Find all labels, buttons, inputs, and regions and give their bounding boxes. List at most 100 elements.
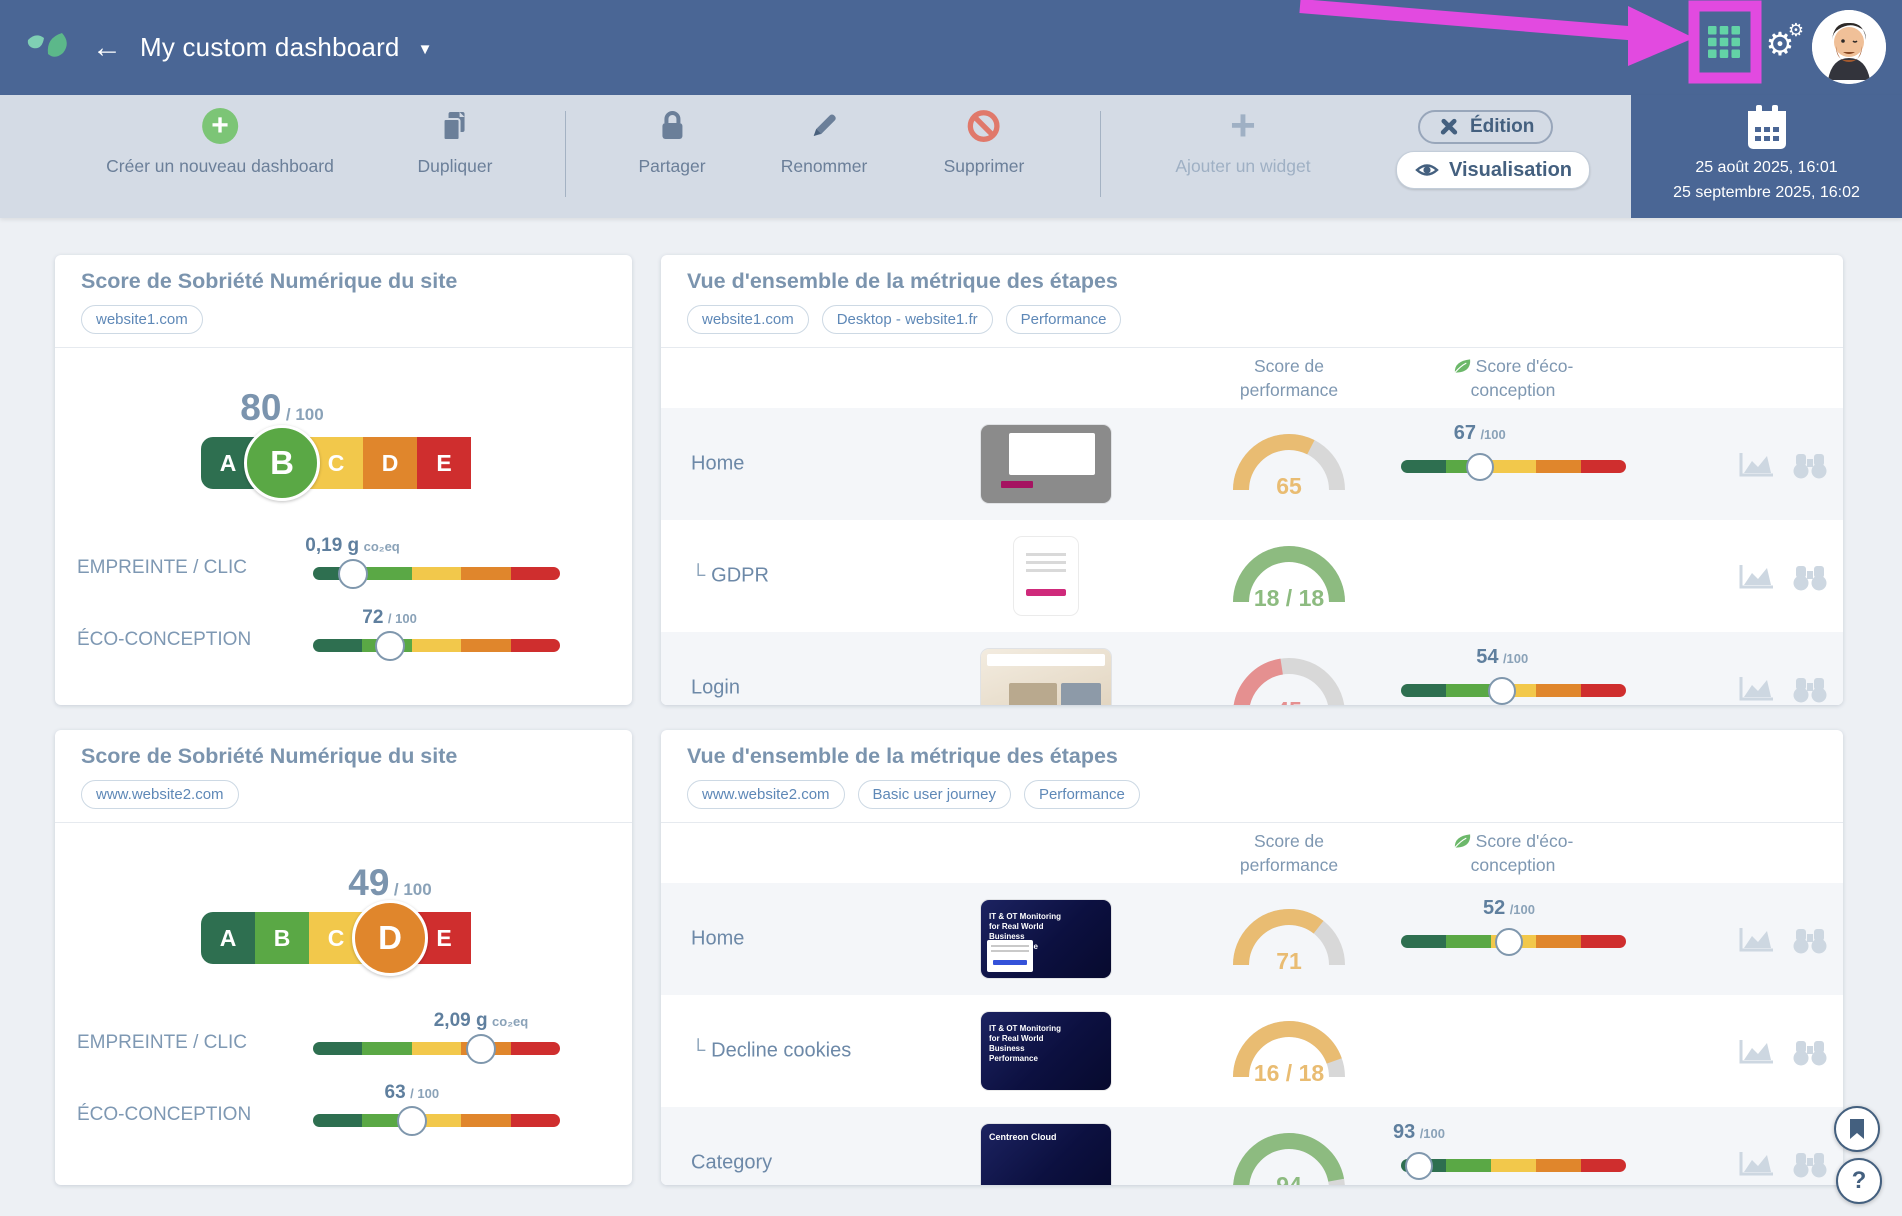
step-row-gdpr: └ GDPR 18 / 18 xyxy=(661,520,1843,632)
ecodesign-score-cell: 93 /100 xyxy=(1393,1107,1626,1185)
divider xyxy=(661,347,1843,348)
details-binoculars-icon[interactable] xyxy=(1791,561,1829,591)
footprint-slider xyxy=(313,558,560,589)
step-label: Category xyxy=(691,1151,773,1174)
divider xyxy=(55,347,632,348)
history-chart-icon[interactable] xyxy=(1737,449,1777,479)
share-button[interactable]: Partager xyxy=(638,107,706,177)
widget-site-sobriety-score-2: Score de Sobriété Numérique du site www.… xyxy=(55,730,632,1185)
duplicate-button[interactable]: Dupliquer xyxy=(418,107,492,177)
performance-gauge: 18 / 18 xyxy=(1227,540,1351,611)
user-avatar[interactable] xyxy=(1812,10,1886,84)
step-screenshot-thumbnail: IT & OT Monitoring for Real World Busine… xyxy=(981,1012,1111,1090)
ecodesign-label: ÉCO-CONCEPTION xyxy=(77,629,252,650)
performance-gauge: 94 xyxy=(1227,1127,1351,1185)
site-tag: website1.com xyxy=(81,305,203,334)
edition-label: Édition xyxy=(1470,116,1535,137)
grade-c: C xyxy=(309,912,363,964)
details-binoculars-icon[interactable] xyxy=(1791,449,1829,479)
step-row-decline-cookies: └ Decline cookies IT & OT Monitoring for … xyxy=(661,995,1843,1107)
back-arrow-icon[interactable]: ← xyxy=(92,30,122,64)
widget-steps-overview-1: Vue d'ensemble de la métrique des étapes… xyxy=(661,255,1843,705)
performance-gauge: 16 / 18 xyxy=(1227,1015,1351,1086)
app-logo-leaves-icon xyxy=(27,32,67,57)
visualisation-mode-button[interactable]: Visualisation xyxy=(1396,151,1591,189)
plus-circle-icon: + xyxy=(201,108,238,144)
rename-button[interactable]: Renommer xyxy=(780,107,868,177)
step-row-home: Home IT & OT Monitoring for Real World B… xyxy=(661,883,1843,995)
widget-site-sobriety-score-1: Score de Sobriété Numérique du site webs… xyxy=(55,255,632,705)
details-binoculars-icon[interactable] xyxy=(1791,1036,1829,1066)
footprint-label: EMPREINTE / CLIC xyxy=(77,557,247,578)
details-binoculars-icon[interactable] xyxy=(1791,1148,1829,1178)
global-score: 49 / 100 xyxy=(348,862,432,903)
create-dashboard-button[interactable]: + Créer un nouveau dashboard xyxy=(106,107,334,177)
ecodesign-value: 63 / 100 xyxy=(384,1082,440,1103)
page-title: My custom dashboard xyxy=(140,32,400,62)
ecodesign-score-cell: 54 /100 xyxy=(1401,632,1626,705)
ecodesign-score-cell: 52 /100 xyxy=(1401,883,1626,995)
details-binoculars-icon[interactable] xyxy=(1791,924,1829,954)
rename-label: Renommer xyxy=(780,156,868,176)
column-header-performance: Score de performance xyxy=(1239,831,1339,875)
step-row-home: Home 65 67 /100 xyxy=(661,408,1843,520)
ecodesign-label: ÉCO-CONCEPTION xyxy=(77,1104,252,1125)
dashboard-switcher-caret-icon[interactable]: ▼ xyxy=(417,41,433,58)
edit-tools-icon xyxy=(1439,117,1459,136)
step-screenshot-thumbnail xyxy=(981,649,1111,705)
grade-d: D xyxy=(363,437,417,489)
ecodesign-slider xyxy=(1401,452,1626,481)
help-button[interactable]: ? xyxy=(1836,1158,1882,1204)
site-tag: www.website2.com xyxy=(81,780,239,809)
footprint-value: 2,09 g co₂eq xyxy=(433,1010,529,1031)
history-chart-icon[interactable] xyxy=(1737,1036,1777,1066)
delete-label: Supprimer xyxy=(943,156,1025,176)
add-widget-button[interactable]: + Ajouter un widget xyxy=(1175,104,1311,177)
metric-tag: Performance xyxy=(1023,780,1140,809)
history-chart-icon[interactable] xyxy=(1737,1148,1777,1178)
step-label: Login xyxy=(691,676,740,699)
step-label: └ Decline cookies xyxy=(691,1039,852,1062)
top-bar: ← My custom dashboard ▼ ⚙ ⚙ xyxy=(0,0,1902,95)
edition-mode-button[interactable]: Édition xyxy=(1418,110,1554,144)
journey-tag: Desktop - website1.fr xyxy=(821,305,993,334)
ecodesign-slider-knob xyxy=(1495,927,1523,956)
widget-title: Vue d'ensemble de la métrique des étapes xyxy=(687,744,1118,768)
grade-scale: A B C D E D xyxy=(201,900,471,976)
step-screenshot-thumbnail: Centreon CloudChoose our SaaS offering f… xyxy=(981,1124,1111,1185)
leaf-icon xyxy=(1453,833,1471,849)
settings-gears-icon[interactable]: ⚙ ⚙ xyxy=(1765,20,1804,62)
step-label: Home xyxy=(691,452,745,475)
calendar-icon xyxy=(1747,105,1786,149)
global-score: 80 / 100 xyxy=(240,387,324,428)
ecodesign-value: 72 / 100 xyxy=(362,607,417,628)
delete-button[interactable]: Supprimer xyxy=(943,107,1025,177)
footprint-label: EMPREINTE / CLIC xyxy=(77,1032,247,1053)
ecodesign-slider-knob xyxy=(374,630,405,661)
divider xyxy=(55,822,632,823)
ecodesign-slider-knob xyxy=(1405,1151,1433,1180)
widget-title: Vue d'ensemble de la métrique des étapes xyxy=(687,269,1118,293)
visualisation-label: Visualisation xyxy=(1449,158,1573,181)
history-chart-icon[interactable] xyxy=(1737,673,1777,703)
step-label: Home xyxy=(691,927,745,950)
duplicate-icon xyxy=(443,111,466,141)
footprint-slider-knob xyxy=(465,1033,496,1064)
date-range-picker[interactable]: 25 août 2025, 16:01 25 septembre 2025, 1… xyxy=(1631,95,1902,218)
widget-steps-overview-2: Vue d'ensemble de la métrique des étapes… xyxy=(661,730,1843,1185)
footprint-value: 0,19 g co₂eq xyxy=(305,535,400,556)
history-chart-icon[interactable] xyxy=(1737,924,1777,954)
column-header-ecodesign: Score d'éco-conception xyxy=(1418,829,1608,877)
bookmark-button[interactable] xyxy=(1834,1106,1880,1152)
details-binoculars-icon[interactable] xyxy=(1791,673,1829,703)
grade-scale: A B C D E B xyxy=(201,425,471,501)
add-widget-label: Ajouter un widget xyxy=(1175,156,1311,176)
ecodesign-slider xyxy=(1401,676,1626,705)
apps-grid-icon[interactable] xyxy=(1700,18,1748,66)
dashboard-toolbar: + Créer un nouveau dashboard Dupliquer P… xyxy=(0,95,1902,218)
site-tag: www.website2.com xyxy=(687,780,845,809)
share-label: Partager xyxy=(638,156,706,176)
metric-tag: Performance xyxy=(1005,305,1122,334)
history-chart-icon[interactable] xyxy=(1737,561,1777,591)
step-screenshot-thumbnail: IT & OT Monitoring for Real World Busine… xyxy=(981,900,1111,978)
